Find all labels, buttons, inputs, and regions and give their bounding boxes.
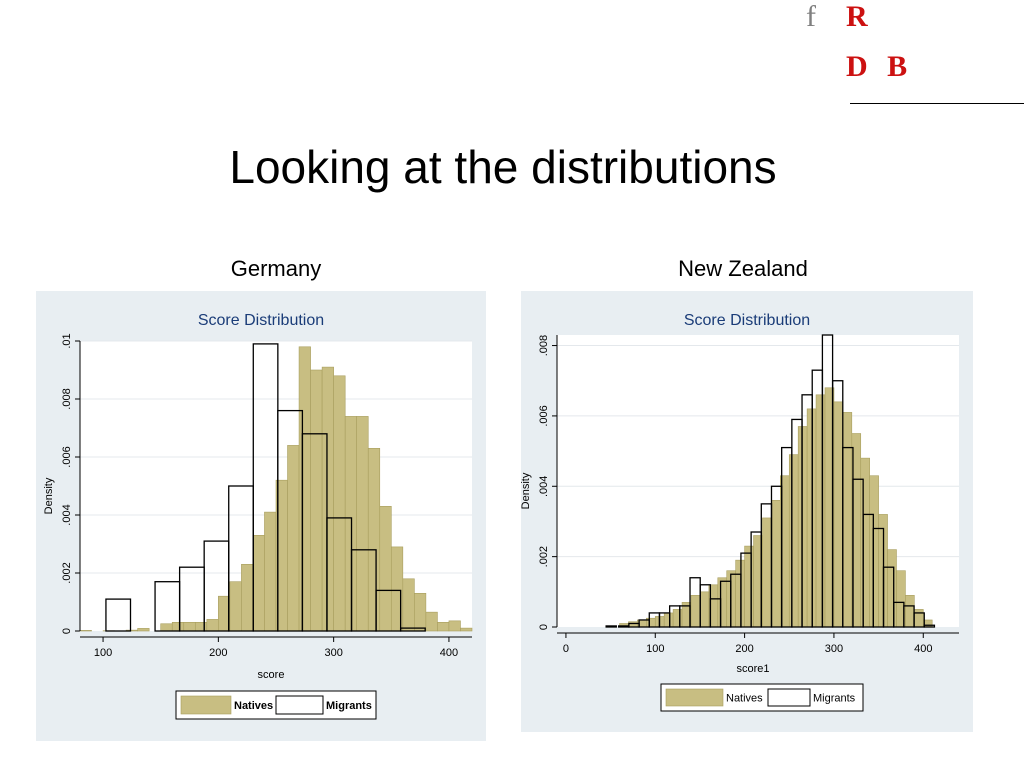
natives-bar	[735, 559, 745, 628]
natives-bar	[160, 623, 173, 632]
x-tick-label: 300	[324, 647, 342, 659]
x-tick-label: 400	[914, 643, 932, 655]
natives-bar	[672, 609, 683, 628]
y-tick-label: .002	[61, 562, 73, 583]
natives-bar	[914, 609, 924, 628]
y-tick-label: .006	[61, 446, 73, 467]
y-tick-label: .008	[61, 388, 73, 409]
chart-panel-new-zealand: Score Distribution 0 .002 .004 .006 .008 0 100 2…	[521, 291, 973, 732]
natives-bar	[771, 500, 781, 628]
natives-bar	[437, 621, 450, 632]
y-tick-label: .004	[61, 504, 73, 525]
natives-bar	[229, 581, 242, 632]
migrants-bar	[375, 589, 402, 632]
natives-bar	[905, 595, 915, 628]
natives-bar	[356, 416, 369, 632]
y-tick-label: .004	[538, 476, 550, 497]
y-tick-label: .002	[538, 546, 550, 567]
slide-title: Looking at the distributions	[229, 141, 777, 193]
y-axis-label: Density	[43, 477, 55, 514]
natives-bar	[333, 375, 346, 632]
chart-heading-germany: Germany	[230, 256, 322, 281]
y-tick-label: .008	[538, 335, 550, 356]
logo-letters-db: D B	[846, 50, 914, 83]
legend-swatch-natives	[665, 688, 724, 707]
x-axis-label: score1	[736, 663, 769, 675]
x-tick-label: 100	[646, 643, 664, 655]
natives-bar	[171, 621, 185, 632]
legend-label-migrants: Migrants	[813, 693, 856, 705]
migrants-bar	[617, 625, 630, 628]
legend-label-migrants: Migrants	[326, 700, 372, 712]
natives-bar	[717, 577, 728, 628]
histogram-germany: Score Distribution 0 .002 .004 .006 .008 .01 10…	[36, 291, 486, 741]
x-tick-label: 100	[94, 647, 112, 659]
y-tick-label: 0	[61, 628, 73, 634]
x-tick-label: 300	[825, 643, 843, 655]
x-tick-label: 200	[209, 647, 227, 659]
histogram-new-zealand: Score Distribution 0 .002 .004 .006 .008 0 100 2…	[521, 291, 973, 732]
natives-bar	[690, 595, 701, 628]
natives-bar	[206, 619, 219, 632]
y-axis-label: Density	[521, 472, 532, 509]
natives-bar	[137, 628, 150, 632]
natives-bar	[788, 454, 799, 628]
y-tick-label: 0	[538, 624, 550, 630]
legend-swatch-migrants	[767, 688, 811, 707]
natives-bar	[869, 475, 879, 628]
natives-bar	[287, 445, 300, 632]
migrants-bar	[913, 612, 925, 628]
natives-bar	[460, 627, 473, 632]
legend-swatch-natives	[180, 695, 232, 715]
natives-bar	[663, 612, 674, 628]
natives-bar	[241, 563, 254, 632]
natives-bar	[628, 621, 638, 628]
natives-bar	[860, 457, 870, 628]
natives-bar	[79, 630, 92, 632]
natives-bar	[298, 346, 311, 632]
chart-heading-new-zealand: New Zealand	[678, 256, 808, 281]
natives-bar	[842, 412, 853, 628]
migrants-bar	[923, 624, 936, 628]
chart-title: Score Distribution	[684, 312, 810, 329]
natives-bar	[194, 621, 208, 632]
natives-bar	[252, 535, 265, 632]
natives-bar	[699, 591, 710, 628]
legend-swatch-migrants	[275, 695, 324, 715]
natives-bar	[402, 578, 415, 632]
natives-bar	[321, 366, 334, 632]
natives-bar	[414, 592, 427, 632]
natives-bar	[367, 448, 381, 632]
natives-bar	[379, 506, 392, 632]
x-tick-label: 400	[440, 647, 458, 659]
legend-label-natives: Natives	[726, 693, 763, 705]
migrants-bar	[605, 625, 617, 628]
logo-underline	[850, 103, 1024, 104]
natives-bar	[264, 511, 277, 632]
natives-bar	[425, 611, 438, 632]
x-tick-label: 0	[563, 643, 569, 655]
natives-bar	[744, 545, 754, 628]
natives-bar	[183, 621, 196, 632]
chart-title: Score Distribution	[198, 312, 324, 329]
chart-panel-germany: Score Distribution 0 .002 .004 .006 .008 .01 10…	[36, 291, 486, 741]
migrants-bar	[399, 627, 426, 632]
natives-bar	[762, 517, 772, 628]
natives-bar	[448, 620, 461, 632]
natives-bar	[833, 401, 844, 628]
legend-label-natives: Natives	[234, 700, 273, 712]
y-tick-label: .006	[538, 405, 550, 426]
natives-bar	[815, 394, 826, 628]
logo-letter-r: R	[846, 0, 868, 33]
y-tick-label: .01	[61, 333, 73, 348]
x-tick-label: 200	[735, 643, 753, 655]
migrants-bar	[882, 566, 895, 628]
natives-bar	[310, 369, 323, 632]
migrants-bar	[105, 598, 132, 632]
natives-bar	[887, 549, 897, 628]
x-axis-label: score	[258, 669, 285, 681]
logo-letter-f: f	[806, 0, 816, 33]
